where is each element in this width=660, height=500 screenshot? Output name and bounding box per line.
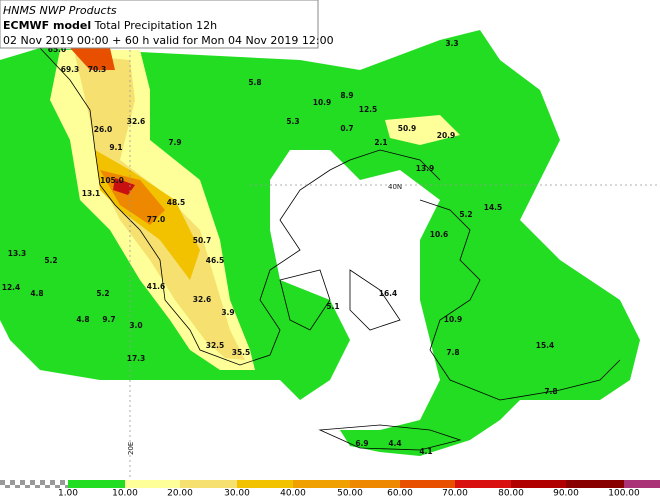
colorbar-segment <box>125 480 180 488</box>
colorbar-label: 60.00 <box>387 489 413 499</box>
value-label: 13.1 <box>82 189 101 198</box>
colorbar: 1.00 10.00 20.00 30.00 40.00 50.00 60.00 70.00 8… <box>58 480 660 499</box>
lon-label: 20E <box>127 442 135 455</box>
value-label: 7.8 <box>446 348 459 357</box>
value-label: 50.7 <box>193 236 212 245</box>
value-label: 26.0 <box>94 125 113 134</box>
colorbar-label: 1.00 <box>58 489 78 499</box>
value-label: 13.9 <box>416 164 435 173</box>
colorbar-segment <box>624 480 660 488</box>
value-label: 46.5 <box>206 256 225 265</box>
value-label: 5.2 <box>96 289 109 298</box>
value-label: 12.5 <box>359 105 378 114</box>
value-label: 4.4 <box>388 439 401 448</box>
colorbar-segment <box>180 480 237 488</box>
colorbar-label: 100.00 <box>608 489 640 499</box>
value-label: 5.3 <box>286 117 299 126</box>
agency: HNMS NWP Products <box>3 4 117 17</box>
value-label: 5.1 <box>326 302 339 311</box>
value-label: 48.5 <box>167 198 186 207</box>
value-labels: 65.0 69.3 70.3 5.8 10.9 8.9 12.5 3.3 5.3 0.7 50.9 2… <box>2 39 558 456</box>
colorbar-segment <box>350 480 400 488</box>
value-label: 32.6 <box>193 295 212 304</box>
value-label: 7.8 <box>544 387 557 396</box>
value-label: 4.8 <box>76 315 89 324</box>
valid-time: 02 Nov 2019 00:00 + 60 h valid for Mon 0… <box>3 34 334 47</box>
value-label: 5.2 <box>459 210 472 219</box>
value-label: 7.9 <box>168 138 181 147</box>
colorbar-label: 10.00 <box>112 489 138 499</box>
value-label: 70.3 <box>88 65 107 74</box>
value-label: 4.1 <box>419 447 432 456</box>
value-label: 10.6 <box>430 230 449 239</box>
colorbar-label: 80.00 <box>498 489 524 499</box>
value-label: 16.4 <box>379 289 398 298</box>
value-label: 4.8 <box>30 289 43 298</box>
colorbar-label: 20.00 <box>167 489 193 499</box>
value-label: 41.6 <box>147 282 166 291</box>
colorbar-segment <box>455 480 511 488</box>
value-label: 32.5 <box>206 341 225 350</box>
precipitation-field <box>0 30 640 456</box>
value-label: 14.5 <box>484 203 503 212</box>
value-label: 10.9 <box>444 315 463 324</box>
value-label: 12.4 <box>2 283 21 292</box>
colorbar-label: 90.00 <box>553 489 579 499</box>
colorbar-segment <box>0 480 68 488</box>
value-label: 13.3 <box>8 249 27 258</box>
value-label: 105.0 <box>100 176 124 185</box>
value-label: 65.0 <box>48 45 67 54</box>
value-label: 5.2 <box>44 256 57 265</box>
colorbar-segment <box>566 480 624 488</box>
colorbar-segment <box>293 480 350 488</box>
product-line: ECMWF model Total Precipitation 12h <box>3 19 217 32</box>
value-label: 69.3 <box>61 65 80 74</box>
value-label: 0.7 <box>340 124 353 133</box>
value-label: 5.8 <box>248 78 261 87</box>
value-label: 35.5 <box>232 348 251 357</box>
colorbar-label: 70.00 <box>442 489 468 499</box>
coastlines <box>39 0 660 480</box>
value-label: 2.1 <box>374 138 387 147</box>
value-label: 6.9 <box>355 439 368 448</box>
colorbar-segment <box>237 480 293 488</box>
colorbar-segment <box>400 480 455 488</box>
value-label: 3.0 <box>129 321 142 330</box>
value-label: 50.9 <box>398 124 417 133</box>
value-label: 9.1 <box>109 143 122 152</box>
value-label: 3.9 <box>221 308 234 317</box>
value-label: 9.7 <box>102 315 115 324</box>
colorbar-label: 30.00 <box>224 489 250 499</box>
product: Total Precipitation 12h <box>94 19 217 32</box>
value-label: 15.4 <box>536 341 555 350</box>
colorbar-label: 50.00 <box>337 489 363 499</box>
colorbar-label: 40.00 <box>280 489 306 499</box>
value-label: 32.6 <box>127 117 146 126</box>
lat-label: 40N <box>388 183 402 191</box>
header-box <box>0 0 319 49</box>
value-label: 20.9 <box>437 131 456 140</box>
value-label: 10.9 <box>313 98 332 107</box>
colorbar-segment <box>68 480 125 488</box>
value-label: 17.3 <box>127 354 146 363</box>
colorbar-segment <box>511 480 566 488</box>
model: ECMWF model <box>3 19 91 32</box>
value-label: 8.9 <box>340 91 353 100</box>
value-label: 3.3 <box>445 39 458 48</box>
value-label: 77.0 <box>147 215 166 224</box>
